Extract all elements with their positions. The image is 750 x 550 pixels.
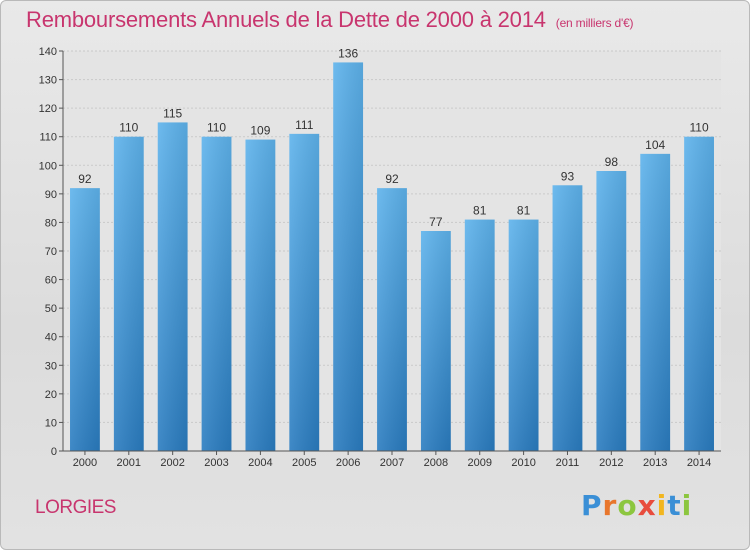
y-tick-label: 40 xyxy=(45,332,57,344)
y-tick-label: 30 xyxy=(45,360,57,372)
x-tick-label-2009: 2009 xyxy=(467,457,491,469)
bar-shade-2003 xyxy=(201,136,232,451)
y-tick-label: 90 xyxy=(45,189,57,201)
bar-shade-2001 xyxy=(113,136,144,451)
value-label-2008: 77 xyxy=(429,215,443,229)
bar-shade-2008 xyxy=(420,231,451,451)
x-tick-label-2004: 2004 xyxy=(248,457,272,469)
x-tick-label-2007: 2007 xyxy=(380,457,404,469)
logo-letter: i xyxy=(656,489,668,522)
y-tick-label: 110 xyxy=(39,132,57,144)
bar-shade-2009 xyxy=(464,219,495,451)
value-label-2011: 93 xyxy=(561,169,575,183)
y-tick-label: 80 xyxy=(45,217,57,229)
value-label-2010: 81 xyxy=(517,204,531,218)
bar-shade-2006 xyxy=(333,62,364,452)
y-tick-label: 50 xyxy=(45,303,57,315)
y-tick-label: 70 xyxy=(45,246,57,258)
logo-letter: x xyxy=(637,489,657,522)
y-tick-label: 120 xyxy=(39,103,57,115)
value-label-2014: 110 xyxy=(689,121,708,135)
value-label-2012: 98 xyxy=(605,155,619,169)
bar-shade-2000 xyxy=(70,188,100,451)
value-label-2005: 111 xyxy=(295,118,314,132)
chart-title-text: Remboursements Annuels de la Dette de 20… xyxy=(26,7,546,32)
value-label-2009: 81 xyxy=(473,204,487,218)
value-label-2001: 110 xyxy=(119,121,138,135)
proxiti-logo: Proxiti xyxy=(581,489,692,522)
value-label-2007: 92 xyxy=(385,172,399,186)
bar-shade-2013 xyxy=(640,153,671,451)
x-tick-label-2002: 2002 xyxy=(160,457,184,469)
value-label-2013: 104 xyxy=(645,138,665,152)
value-label-2000: 92 xyxy=(78,172,92,186)
bar-shade-2014 xyxy=(684,136,714,451)
logo-letter: r xyxy=(602,489,618,522)
x-tick-label-2001: 2001 xyxy=(117,457,141,469)
chart-unit: (en milliers d'€) xyxy=(555,16,634,30)
logo-letter: P xyxy=(581,489,603,522)
x-tick-label-2011: 2011 xyxy=(556,457,580,469)
x-tick-label-2008: 2008 xyxy=(424,457,448,469)
y-tick-label: 100 xyxy=(39,160,57,172)
bar-shade-2004 xyxy=(245,139,276,452)
commune-name: LORGIES xyxy=(35,497,116,518)
x-tick-label-2003: 2003 xyxy=(204,457,228,469)
y-tick-label: 60 xyxy=(45,275,57,287)
x-tick-label-2006: 2006 xyxy=(336,457,360,469)
bar-shade-2011 xyxy=(552,185,583,452)
y-tick-label: 130 xyxy=(39,75,57,87)
logo-letter: t xyxy=(667,489,682,522)
x-tick-label-2000: 2000 xyxy=(73,457,97,469)
x-tick-label-2010: 2010 xyxy=(511,457,535,469)
bar-shade-2005 xyxy=(289,133,320,451)
bar-shade-2002 xyxy=(157,122,188,451)
x-tick-label-2012: 2012 xyxy=(599,457,623,469)
value-label-2004: 109 xyxy=(250,124,270,138)
y-tick-label: 140 xyxy=(39,46,57,58)
chart-title: Remboursements Annuels de la Dette de 20… xyxy=(26,7,634,33)
logo-letter: i xyxy=(681,489,693,522)
x-tick-label-2005: 2005 xyxy=(292,457,316,469)
x-tick-label-2013: 2013 xyxy=(643,457,667,469)
logo-letter: o xyxy=(617,489,638,522)
value-label-2006: 136 xyxy=(338,46,358,60)
value-label-2003: 110 xyxy=(207,121,226,135)
bar-shade-2007 xyxy=(377,188,407,451)
value-label-2002: 115 xyxy=(163,106,182,120)
x-tick-label-2014: 2014 xyxy=(687,457,711,469)
bar-shade-2010 xyxy=(508,219,539,451)
y-tick-label: 0 xyxy=(51,446,57,458)
y-tick-label: 20 xyxy=(45,389,57,401)
y-tick-label: 10 xyxy=(45,417,57,429)
bar-shade-2012 xyxy=(596,171,627,451)
